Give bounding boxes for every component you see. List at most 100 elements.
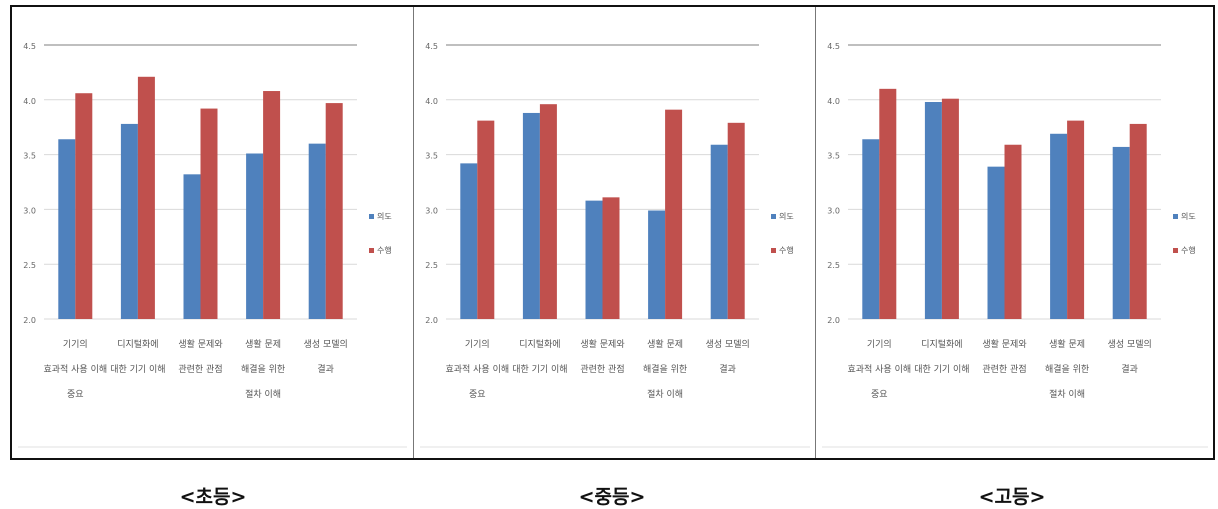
bar-blue (987, 166, 1005, 319)
x-category-label: 디지털화에 (117, 338, 158, 350)
chart-panel-high: 2.0 2.5 3.0 3.5 4.0 4.5 기기의 효과적 사용 이해 중요 디지털화에 대한 … (815, 7, 1213, 458)
bar-blue (120, 123, 138, 319)
bar-red (1067, 120, 1085, 320)
legend-label: 의도 (779, 211, 794, 221)
bar-red (200, 108, 218, 320)
x-category-label: 생활 문제와 (982, 338, 1026, 350)
y-tick-label: 2.5 (23, 261, 36, 270)
caption-high: <고등> (978, 486, 1046, 508)
x-category-label: 생성 모델의 (706, 338, 750, 350)
y-tick-label: 3.5 (827, 152, 840, 161)
bar-red (665, 109, 683, 319)
legend-swatch (771, 248, 776, 253)
legend-label: 수행 (779, 245, 794, 255)
y-tick-label: 2.5 (827, 261, 840, 270)
y-tick-label: 4.5 (23, 42, 36, 51)
bar-blue (862, 139, 880, 319)
bar-red (1004, 144, 1022, 319)
x-category-label: 생활 문제와 (178, 338, 222, 350)
y-tick-label: 2.0 (425, 316, 438, 325)
x-category-label: 효과적 사용 이해 (445, 363, 509, 375)
y-tick-label: 2.5 (425, 261, 438, 270)
x-category-label: 결과 (719, 364, 736, 375)
y-tick-label: 3.5 (425, 152, 438, 161)
legend-swatch (771, 214, 776, 219)
x-category-label: 생성 모델의 (1108, 338, 1152, 350)
x-category-label: 대한 기기 이해 (512, 364, 567, 375)
y-tick-label: 3.5 (23, 152, 36, 161)
bar-red (727, 122, 745, 319)
x-category-label: 기기의 (63, 339, 88, 350)
bar-blue (522, 112, 540, 320)
x-category-label: 생활 문제 (245, 338, 281, 350)
x-category-label: 효과적 사용 이해 (847, 363, 911, 375)
x-category-label: 중요 (871, 389, 888, 400)
x-category-label: 효과적 사용 이해 (43, 363, 107, 375)
bar-red (941, 98, 959, 319)
y-tick-label: 3.0 (23, 206, 36, 215)
y-tick-label: 4.0 (425, 97, 438, 106)
x-category-label: 결과 (1121, 364, 1138, 375)
bar-red (325, 103, 343, 319)
y-tick-label: 4.0 (23, 97, 36, 106)
legend-swatch (1173, 248, 1178, 253)
bar-blue (648, 210, 666, 319)
x-category-label: 생활 문제와 (580, 338, 624, 350)
y-tick-label: 2.0 (23, 316, 36, 325)
x-category-label: 대한 기기 이해 (914, 364, 969, 375)
legend-swatch (1173, 214, 1178, 219)
y-tick-label: 3.0 (425, 206, 438, 215)
bar-red (879, 88, 897, 319)
bar-blue (308, 143, 326, 319)
bar-blue (460, 163, 478, 319)
bar-blue (585, 200, 603, 319)
bar-red (1129, 123, 1147, 319)
legend-label: 의도 (1181, 211, 1196, 221)
legend-swatch (369, 248, 374, 253)
x-category-label: 절차 이해 (245, 388, 281, 400)
x-category-label: 생활 문제 (1049, 338, 1085, 350)
bar-blue (246, 153, 264, 319)
x-category-label: 디지털화에 (921, 338, 962, 350)
bar-blue (183, 174, 201, 319)
x-category-label: 생활 문제 (647, 338, 683, 350)
caption-elementary: <초등> (179, 486, 247, 508)
bar-red (539, 104, 557, 320)
chart-panel-middle: 2.0 2.5 3.0 3.5 4.0 4.5 기기의 효과적 사용 이해 중요 디지털화에 대한 … (413, 7, 815, 458)
x-category-label: 중요 (67, 389, 84, 400)
x-category-label: 관련한 관점 (178, 363, 222, 375)
bar-blue (710, 144, 728, 319)
x-category-label: 기기의 (867, 339, 892, 350)
x-category-label: 해결을 위한 (241, 364, 285, 375)
bar-red (137, 76, 155, 319)
legend-swatch (369, 214, 374, 219)
x-category-label: 관련한 관점 (982, 363, 1026, 375)
caption-middle: <중등> (578, 486, 646, 508)
legend-label: 수행 (377, 245, 392, 255)
bar-red (477, 120, 495, 320)
bar-red (263, 91, 281, 319)
x-category-label: 생성 모델의 (304, 338, 348, 350)
bar-blue (58, 139, 76, 319)
bar-blue (1112, 146, 1130, 319)
x-category-label: 디지털화에 (519, 338, 560, 350)
x-category-label: 기기의 (465, 339, 490, 350)
legend-label: 의도 (377, 211, 392, 221)
bar-red (75, 93, 93, 319)
y-tick-label: 4.0 (827, 97, 840, 106)
x-category-label: 해결을 위한 (643, 364, 687, 375)
bar-blue (924, 101, 942, 319)
x-category-label: 해결을 위한 (1045, 364, 1089, 375)
x-category-label: 중요 (469, 389, 486, 400)
y-tick-label: 2.0 (827, 316, 840, 325)
bar-blue (1050, 133, 1068, 319)
x-category-label: 절차 이해 (647, 388, 683, 400)
x-category-label: 대한 기기 이해 (110, 364, 165, 375)
x-category-label: 절차 이해 (1049, 388, 1085, 400)
bar-red (602, 197, 620, 319)
